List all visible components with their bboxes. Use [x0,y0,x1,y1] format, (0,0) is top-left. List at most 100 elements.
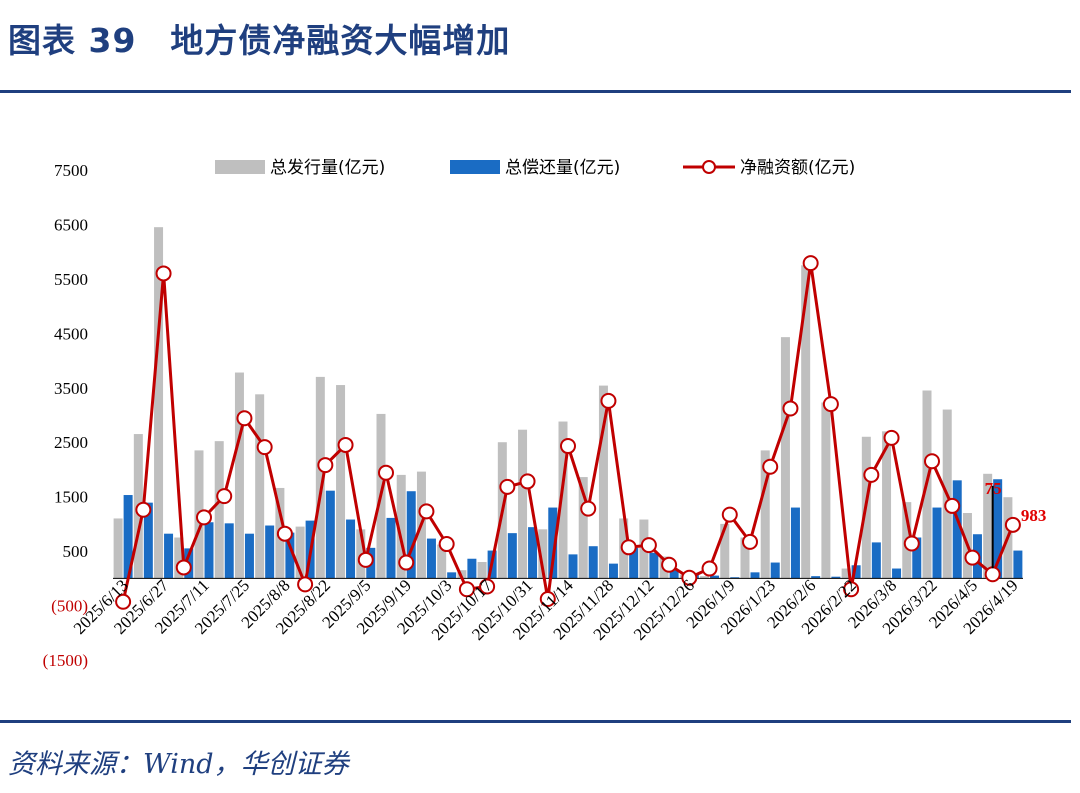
net-financing-point [297,576,314,593]
y-tick-label: 7500 [54,161,88,180]
source-note: 资料来源：Wind，华创证券 [8,749,349,780]
y-tick-label: 1500 [54,488,88,507]
net-financing-point [479,578,496,595]
net-financing-point [276,525,293,542]
net-financing-point [560,438,576,455]
net-financing-point [863,466,880,483]
net-financing-point [236,410,253,427]
repayment-bar [467,558,477,579]
net-financing-point [378,464,394,481]
repayment-bar [831,576,841,579]
net-financing-point [964,549,981,566]
net-financing-point [175,559,192,576]
issuance-bar [336,385,346,579]
issuance-bar [841,568,851,579]
repayment-bar [265,525,275,579]
legend-label: 净融资额(亿元) [740,158,855,178]
repayment-bar [528,527,538,579]
legend-label: 总发行量(亿元) [270,158,385,178]
y-tick-label: 5500 [54,270,88,289]
issuance-bar [983,473,993,579]
repayment-bar [244,533,254,579]
repayment-bar [325,490,335,579]
net-financing-point [843,581,860,598]
issuance-bar [578,477,588,579]
issuance-bar [113,518,123,579]
footer-divider [0,720,1071,723]
net-financing-point [1004,516,1021,533]
issuance-bar [315,376,325,579]
y-axis: 7500 6500 5500 4500 3500 2500 1500 500 (500) (150… [43,161,88,670]
net-financing-point [155,265,172,282]
net-financing-point [135,501,152,518]
net-financing-point [398,554,415,571]
repayment-bar [285,532,295,579]
repayment-bar [932,507,942,579]
issuance-bar [821,402,831,579]
repayment-bar [750,572,760,579]
net-financing-point [701,560,718,577]
issuance-bar [518,429,528,579]
net-financing-point [944,497,961,514]
repayment-bar [1013,550,1023,579]
repayment-bar [629,547,639,579]
issuance-bar [882,431,892,579]
annotations: 75 983 [985,479,1046,569]
issuance-bar [700,576,710,579]
repayment-bar [568,554,578,579]
repayment-bar [669,570,679,579]
net-financing-point [216,488,233,505]
y-tick-label: 500 [63,542,89,561]
repayment-bar [123,495,133,579]
y-tick-label: 3500 [54,379,88,398]
net-financing-point [802,255,819,272]
repayment-bar [346,519,356,579]
repayment-bar [548,507,558,579]
net-financing-point [115,593,132,610]
net-financing-point [721,506,738,523]
issuance-bar [538,529,548,579]
legend-swatch-marker [702,160,716,174]
issuance-bar [234,372,244,579]
net-financing-point [822,396,839,413]
y-tick-label: 2500 [54,433,88,452]
y-tick-label: 6500 [54,215,88,234]
net-financing-point [640,537,657,554]
net-financing-point [317,457,334,474]
repayment-bar [770,562,780,579]
repayment-bar [952,480,962,579]
issuance-bar [720,523,730,579]
figure-title: 图表 39 地方债净融资大幅增加 [8,21,511,60]
legend-swatch [450,160,500,174]
net-financing-point [458,581,475,598]
legend-swatch [215,160,265,174]
chart-canvas: 7500 6500 5500 4500 3500 2500 1500 500 (500) (150… [43,158,1047,670]
net-financing-line [115,255,1021,610]
repayment-bar [447,572,457,579]
repayment-bar [588,546,598,579]
net-financing-point [883,429,900,446]
repayment-bar [386,517,396,579]
net-financing-point [196,509,212,526]
repayment-bar [811,576,821,579]
net-financing-point [600,392,617,409]
figure-header: 图表 39 地方债净融资大幅增加 [0,0,1080,93]
net-financing-point [620,539,637,556]
issuance-bar [437,544,447,579]
issuance-bar [457,570,467,579]
net-financing-point [357,551,374,568]
issuance-bar [214,441,224,579]
repayment-bar [426,538,436,579]
net-financing-point [661,556,678,573]
y-tick-label: (500) [51,597,88,616]
title-divider [0,90,1071,93]
issuance-bar [255,394,265,579]
repayment-bar [204,522,214,579]
net-financing-point [580,500,597,517]
issuance-bar [801,265,811,579]
repayment-bar [993,479,1003,579]
net-financing-point [519,473,536,490]
issuance-bar [740,537,750,579]
issuance-bars [113,227,1013,579]
issuance-bar [780,337,790,579]
